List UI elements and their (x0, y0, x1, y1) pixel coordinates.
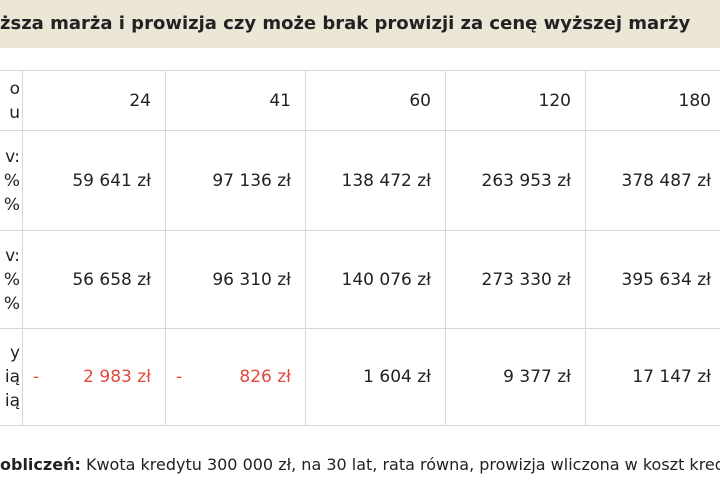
table-cell: 273 330 zł (445, 231, 585, 328)
cell-value: 41 (269, 90, 291, 111)
row-label: y ią ią (5, 329, 20, 425)
table-row: v:%% 56 658 zł 96 310 zł 140 076 zł 273 330 … (0, 230, 720, 328)
cell-sign: - (33, 367, 40, 387)
cell-value: 9 377 zł (503, 367, 571, 387)
row-label-line: % (3, 293, 20, 314)
table-cell: 9 377 zł (445, 329, 585, 425)
cell-value: 24 (129, 90, 151, 111)
cell-value: 59 641 zł (72, 170, 151, 191)
cell-value: 56 658 zł (72, 269, 151, 290)
cell-value: 826 zł (239, 367, 291, 387)
cell-value: 395 634 zł (621, 269, 711, 290)
cell-value: 140 076 zł (341, 269, 431, 290)
table-cell: 96 310 zł (165, 231, 305, 328)
table-cell: 180 (585, 71, 720, 130)
cell-value: 1 604 zł (363, 367, 431, 387)
table-row: v:%% 59 641 zł 97 136 zł 138 472 zł 263 953 … (0, 130, 720, 230)
row-label-line: o (9, 78, 20, 99)
footer: obliczeń: Kwota kredytu 300 000 zł, na 3… (0, 425, 720, 500)
table-cell: 140 076 zł (305, 231, 445, 328)
table-cell: 378 487 zł (585, 131, 720, 230)
table-cell: - 2 983 zł (22, 329, 165, 425)
table-row: o u 24 41 60 120 180 (0, 70, 720, 130)
cell-value: 273 330 zł (481, 269, 571, 290)
row-label-line: ią (4, 391, 20, 411)
title: ższa marża i prowizja czy może brak prow… (0, 0, 720, 48)
table-row: y ią ią -2 983 zł -826 zł 1 604 zł 9 377 zł 17 … (0, 328, 720, 425)
row-label: v:%% (4, 231, 20, 328)
table-cell: 395 634 zł (585, 231, 720, 328)
cell-value: 2 983 zł (83, 367, 151, 387)
cell-value: 17 147 zł (632, 367, 711, 387)
cell-value: 120 (538, 90, 571, 111)
table-cell: 17 147 zł (585, 329, 720, 425)
cell-value: 96 310 zł (212, 269, 291, 290)
row-label-line: % (3, 269, 20, 290)
row-label-line: % (3, 170, 20, 191)
table-cell: 59 641 zł (22, 131, 165, 230)
footer-bold: obliczeń: (0, 455, 81, 474)
row-label-line: % (3, 194, 20, 215)
table-cell: 60 (305, 71, 445, 130)
table-cell: 56 658 zł (22, 231, 165, 328)
table-cell: 24 (22, 71, 165, 130)
row-label-line: u (9, 102, 20, 123)
cell-value: 180 (678, 90, 711, 111)
row-label-line: y (9, 343, 20, 363)
table-cell: 138 472 zł (305, 131, 445, 230)
footer-text: Kwota kredytu 300 000 zł, na 30 lat, rat… (80, 455, 720, 474)
row-label: v:%% (4, 131, 20, 230)
cell-value: 97 136 zł (212, 170, 291, 191)
table-cell: 120 (445, 71, 585, 130)
row-label-line: ią (4, 367, 20, 387)
cell-value: 263 953 zł (481, 170, 571, 191)
table-cell: 97 136 zł (165, 131, 305, 230)
cell-value: 60 (409, 90, 431, 111)
table-cell: - 826 zł (165, 329, 305, 425)
row-label-line: v: (5, 245, 20, 266)
row-label-line: v: (5, 146, 20, 167)
table-cell: 263 953 zł (445, 131, 585, 230)
cell-value: 378 487 zł (621, 170, 711, 191)
table-cell: 41 (165, 71, 305, 130)
cell-value: 138 472 zł (341, 170, 431, 191)
cell-sign: - (176, 367, 183, 387)
table-cell: 1 604 zł (305, 329, 445, 425)
